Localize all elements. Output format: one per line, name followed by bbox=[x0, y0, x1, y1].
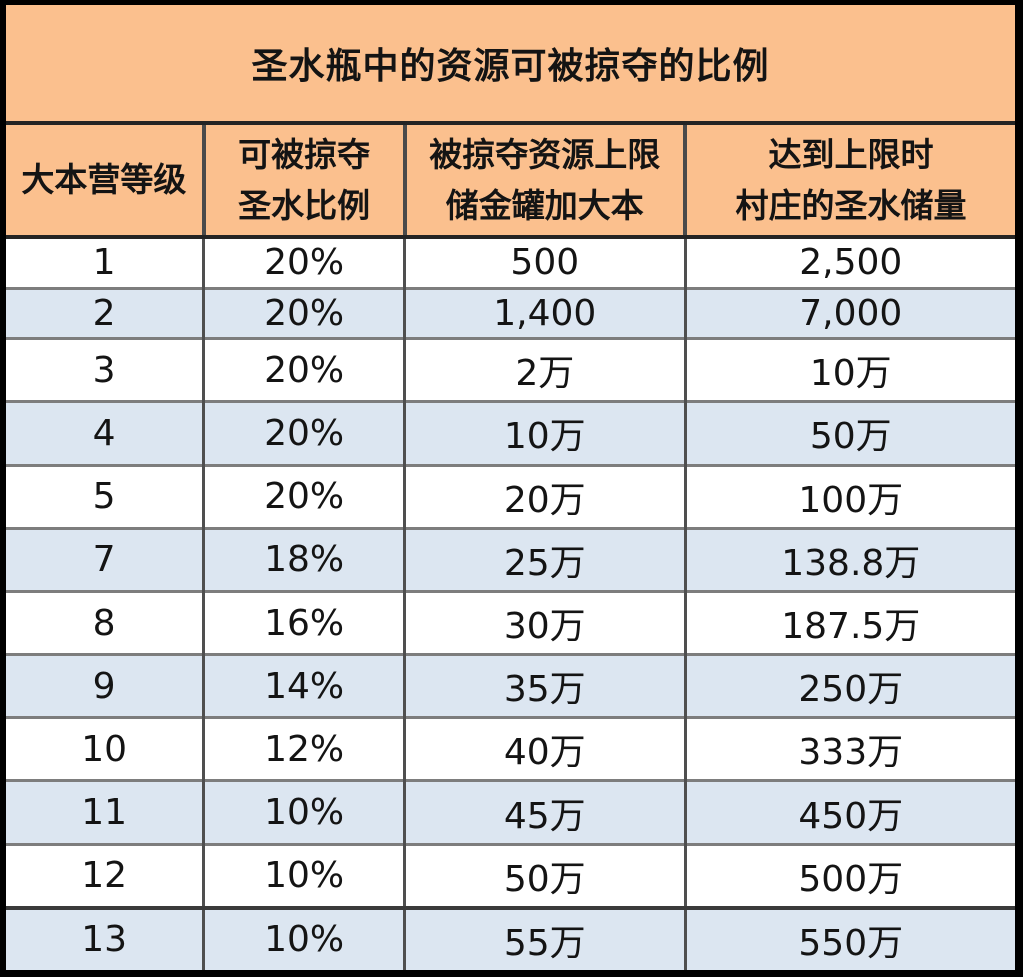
loot-cap-cell: 1,400 bbox=[403, 286, 686, 339]
storage-at-cap-cell: 7,000 bbox=[683, 286, 1015, 339]
storage-at-cap-cell: 500万 bbox=[683, 842, 1015, 908]
loot-percent-cell: 20% bbox=[202, 286, 405, 339]
townhall-level-cell: 10 bbox=[6, 716, 204, 781]
loot-percent-cell: 18% bbox=[202, 526, 405, 592]
loot-cap-cell: 30万 bbox=[403, 589, 686, 655]
col-header-loot-cap: 被掠夺资源上限 储金罐加大本 bbox=[402, 123, 686, 239]
table-row: 2 20% 1,400 7,000 bbox=[6, 286, 1015, 339]
townhall-level-cell: 9 bbox=[6, 653, 204, 718]
header-line: 圣水比例 bbox=[238, 186, 371, 225]
table-row: 12 10% 50万 500万 bbox=[6, 842, 1015, 908]
townhall-level-cell: 5 bbox=[6, 463, 204, 529]
table-row: 7 18% 25万 138.8万 bbox=[6, 526, 1015, 592]
townhall-level-cell: 7 bbox=[6, 526, 204, 592]
col-header-townhall-level: 大本营等级 bbox=[6, 123, 204, 239]
townhall-level-cell: 12 bbox=[6, 842, 204, 908]
storage-at-cap-cell: 250万 bbox=[683, 653, 1015, 718]
loot-cap-cell: 2万 bbox=[403, 337, 686, 402]
table-row: 3 20% 2万 10万 bbox=[6, 337, 1015, 402]
loot-percent-cell: 10% bbox=[202, 905, 405, 970]
header-line: 被掠夺资源上限 bbox=[429, 134, 661, 174]
header-line: 储金罐加大本 bbox=[445, 186, 644, 225]
loot-percent-cell: 10% bbox=[202, 842, 405, 908]
loot-percent-cell: 16% bbox=[202, 589, 405, 655]
table-row: 10 12% 40万 333万 bbox=[6, 716, 1015, 781]
table-row: 8 16% 30万 187.5万 bbox=[6, 589, 1015, 655]
storage-at-cap-cell: 138.8万 bbox=[683, 526, 1015, 592]
header-line: 达到上限时 bbox=[768, 134, 934, 174]
table-row: 13 10% 55万 550万 bbox=[6, 905, 1015, 970]
townhall-level-cell: 11 bbox=[6, 779, 204, 845]
storage-at-cap-cell: 450万 bbox=[683, 779, 1015, 845]
loot-cap-cell: 50万 bbox=[403, 842, 686, 908]
loot-percent-cell: 20% bbox=[202, 463, 405, 529]
townhall-level-cell: 4 bbox=[6, 400, 204, 466]
townhall-level-cell: 8 bbox=[6, 589, 204, 655]
table-title: 圣水瓶中的资源可被掠夺的比例 bbox=[6, 5, 1015, 125]
table-row: 11 10% 45万 450万 bbox=[6, 779, 1015, 845]
storage-at-cap-cell: 187.5万 bbox=[683, 589, 1015, 655]
townhall-level-cell: 13 bbox=[6, 905, 204, 970]
table-row: 5 20% 20万 100万 bbox=[6, 463, 1015, 529]
loot-cap-cell: 45万 bbox=[403, 779, 686, 845]
table-row: 1 20% 500 2,500 bbox=[6, 235, 1015, 289]
townhall-level-cell: 3 bbox=[6, 337, 204, 402]
loot-percent-cell: 20% bbox=[202, 400, 405, 466]
header-line: 村庄的圣水储量 bbox=[735, 186, 967, 225]
column-header-row: 大本营等级 可被掠夺 圣水比例 被掠夺资源上限 储金罐加大本 达到上限时 村庄的… bbox=[6, 123, 1015, 239]
table-body: 1 20% 500 2,500 2 20% 1,400 7,000 3 20% … bbox=[6, 235, 1015, 970]
townhall-level-cell: 1 bbox=[6, 235, 204, 289]
loot-percent-cell: 14% bbox=[202, 653, 405, 718]
storage-at-cap-cell: 2,500 bbox=[683, 235, 1015, 289]
header-line: 可被掠夺 bbox=[238, 134, 371, 174]
storage-at-cap-cell: 333万 bbox=[683, 716, 1015, 781]
table-row: 4 20% 10万 50万 bbox=[6, 400, 1015, 466]
loot-cap-cell: 40万 bbox=[403, 716, 686, 781]
storage-at-cap-cell: 550万 bbox=[683, 905, 1015, 970]
elixir-loot-table: 圣水瓶中的资源可被掠夺的比例 大本营等级 可被掠夺 圣水比例 被掠夺资源上限 储… bbox=[6, 5, 1015, 970]
table-title-row: 圣水瓶中的资源可被掠夺的比例 bbox=[6, 5, 1015, 125]
loot-cap-cell: 20万 bbox=[403, 463, 686, 529]
loot-cap-cell: 35万 bbox=[403, 653, 686, 718]
table-row: 9 14% 35万 250万 bbox=[6, 653, 1015, 718]
loot-cap-cell: 55万 bbox=[403, 905, 686, 970]
loot-percent-cell: 20% bbox=[202, 337, 405, 402]
header-line: 大本营等级 bbox=[21, 160, 187, 200]
loot-percent-cell: 10% bbox=[202, 779, 405, 845]
loot-cap-cell: 10万 bbox=[403, 400, 686, 466]
storage-at-cap-cell: 50万 bbox=[683, 400, 1015, 466]
loot-percent-cell: 12% bbox=[202, 716, 405, 781]
storage-at-cap-cell: 100万 bbox=[683, 463, 1015, 529]
loot-cap-cell: 500 bbox=[403, 235, 686, 289]
storage-at-cap-cell: 10万 bbox=[683, 337, 1015, 402]
col-header-loot-percent: 可被掠夺 圣水比例 bbox=[201, 123, 405, 239]
loot-percent-cell: 20% bbox=[202, 235, 405, 289]
col-header-storage-at-cap: 达到上限时 村庄的圣水储量 bbox=[683, 123, 1015, 239]
townhall-level-cell: 2 bbox=[6, 286, 204, 339]
loot-cap-cell: 25万 bbox=[403, 526, 686, 592]
